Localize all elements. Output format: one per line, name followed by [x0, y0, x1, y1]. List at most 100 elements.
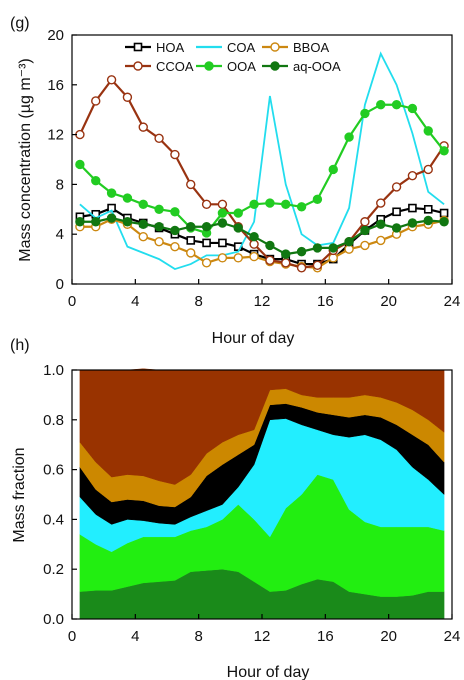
point-ooa: [170, 207, 180, 217]
point-ooa: [328, 164, 338, 175]
panel-h-label: (h): [10, 337, 30, 354]
point-aq-ooa: [360, 225, 370, 236]
x-tick-label: 12: [254, 628, 271, 645]
legend-item-aq-ooa: aq-OOA: [262, 59, 341, 74]
point-bboa: [154, 236, 164, 247]
point-ccoa: [170, 149, 180, 160]
legend-marker: [270, 61, 280, 71]
legend-marker: [204, 61, 214, 71]
point-ooa: [154, 204, 164, 215]
point-ccoa: [391, 182, 402, 192]
panel-g-legend: HOA COA BBOA CCOA OOA aq-OOA: [125, 40, 341, 74]
legend-label: aq-OOA: [293, 59, 341, 74]
x-tick-label: 12: [254, 293, 271, 310]
panel-g-x-axis-label: Hour of day: [212, 330, 295, 347]
legend-label: BBOA: [293, 40, 329, 55]
legend-marker: [133, 61, 143, 71]
point-ooa: [281, 199, 291, 210]
panel-h-x-axis-label: Hour of day: [227, 664, 310, 680]
point-ccoa: [312, 260, 323, 271]
x-tick-label: 8: [194, 628, 202, 645]
point-aq-ooa: [407, 218, 418, 228]
point-ccoa: [265, 255, 275, 266]
point-aq-ooa: [170, 225, 180, 236]
y-tick-label: 12: [47, 127, 64, 144]
y-tick-label: 16: [47, 77, 64, 94]
point-hoa: [202, 238, 211, 248]
point-ooa: [296, 202, 307, 212]
x-tick-label: 16: [317, 293, 334, 310]
point-aq-ooa: [312, 243, 323, 253]
series-bboa: [75, 214, 449, 273]
point-aq-ooa: [376, 219, 386, 229]
point-aq-ooa: [122, 217, 133, 227]
panel-h-plot-area: [79, 368, 445, 620]
panel-h-y-axis-label: Mass fraction: [11, 447, 28, 542]
x-tick-label: 8: [194, 293, 202, 310]
point-hoa: [392, 207, 401, 217]
point-aq-ooa: [233, 223, 243, 233]
point-ooa: [249, 199, 259, 210]
y-tick-label: 0.4: [43, 511, 64, 528]
point-bboa: [233, 253, 243, 263]
point-ccoa: [376, 198, 386, 208]
panel-g-label: (g): [10, 15, 30, 32]
point-ooa: [439, 146, 449, 156]
point-bboa: [186, 248, 196, 258]
point-aq-ooa: [217, 218, 228, 228]
point-ooa: [344, 132, 354, 142]
point-ccoa: [296, 263, 307, 273]
legend-item-bboa: BBOA: [262, 40, 329, 55]
legend-item-ooa: OOA: [196, 59, 256, 74]
point-aq-ooa: [154, 222, 164, 232]
y-tick-label: 8: [56, 176, 64, 193]
line-ooa: [79, 103, 445, 235]
point-ooa: [233, 208, 243, 218]
point-ooa: [423, 126, 433, 136]
point-aq-ooa: [281, 249, 291, 259]
x-tick-label: 0: [68, 628, 76, 645]
legend-item-coa: COA: [196, 40, 256, 55]
panel-g-plot-area: [75, 51, 449, 273]
point-bboa: [217, 253, 228, 263]
panel-g-x-ticks: 0 4 8 12 16 20 24: [68, 279, 461, 310]
series-coa: [79, 51, 445, 271]
point-aq-ooa: [186, 222, 196, 232]
point-aq-ooa: [344, 236, 354, 247]
y-tick-label: 4: [56, 226, 64, 243]
point-ooa: [360, 108, 370, 119]
x-tick-label: 16: [317, 628, 334, 645]
point-ooa: [91, 175, 101, 186]
point-bboa: [249, 251, 259, 262]
series-aq-ooa: [75, 213, 449, 259]
x-tick-label: 4: [131, 628, 139, 645]
panel-g-y-axis-label: Mass concentration (µg m⁻³): [17, 58, 34, 262]
panel-g: (g) 0 4 8 12 16 20 0 4 8 12 16 20 24 Hour of day Ma…: [10, 15, 460, 347]
point-aq-ooa: [91, 217, 101, 227]
point-ooa: [106, 188, 117, 198]
point-ccoa: [122, 92, 133, 102]
point-bboa: [376, 235, 386, 246]
point-aq-ooa: [391, 223, 402, 233]
point-bboa: [360, 240, 370, 251]
point-hoa: [423, 205, 433, 214]
line-coa: [79, 51, 445, 271]
point-hoa: [218, 238, 227, 248]
legend-item-ccoa: CCOA: [125, 59, 194, 74]
x-tick-label: 24: [444, 293, 461, 310]
y-tick-label: 0.8: [43, 412, 64, 429]
point-bboa: [201, 258, 212, 268]
y-tick-label: 0: [56, 276, 64, 293]
point-ooa: [122, 193, 133, 203]
legend-label: OOA: [227, 59, 256, 74]
point-ccoa: [91, 96, 101, 106]
point-ccoa: [201, 199, 212, 210]
legend-item-hoa: HOA: [125, 40, 185, 55]
point-ccoa: [423, 164, 433, 175]
point-ccoa: [407, 170, 418, 181]
point-ccoa: [75, 129, 85, 140]
point-aq-ooa: [138, 219, 148, 229]
point-ccoa: [360, 217, 370, 227]
point-aq-ooa: [439, 217, 449, 227]
